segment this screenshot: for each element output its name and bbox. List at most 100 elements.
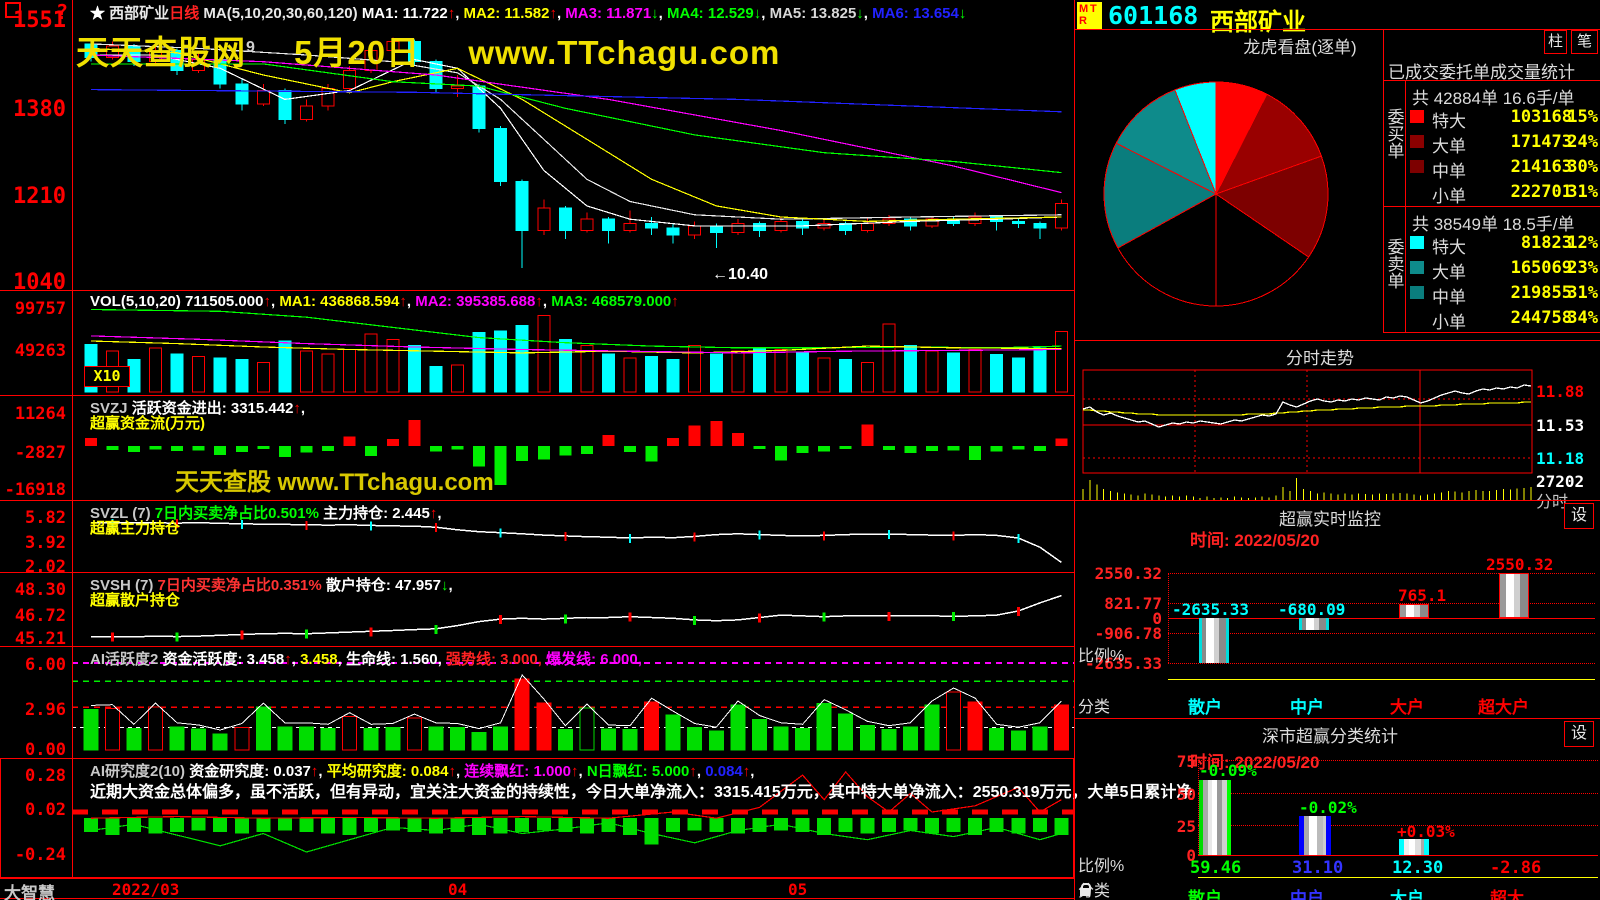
lock-icon[interactable] <box>1080 883 1091 896</box>
sell-side-label: 委卖单 <box>1384 238 1404 289</box>
header-segment: , <box>455 5 464 22</box>
header-segment: ↑ <box>284 651 292 668</box>
header-segment: 3.458 <box>300 651 338 668</box>
header-segment: , 生命线: 1.560, <box>337 651 446 668</box>
low-annotation: ←10.40 <box>712 266 769 283</box>
table-bottom-sep <box>1383 332 1600 333</box>
header-segment: ↑ <box>689 763 697 780</box>
header-segment: ↑ <box>448 763 456 780</box>
classify-title: 深市超赢分类统计 <box>1262 727 1398 746</box>
classify-grid-1 <box>1198 793 1598 794</box>
monitor-settings-button[interactable]: 设 <box>1564 503 1594 529</box>
svzj-axis-mid: -2827 <box>14 443 66 463</box>
header-segment: , <box>291 651 301 668</box>
classify-value-1: 31.10 <box>1292 858 1344 878</box>
gutter-separator <box>72 0 73 878</box>
classify-cat-zhonghu: 中户 <box>1290 889 1324 900</box>
header-segment: 0.084 <box>705 763 743 780</box>
svzj-header: SVZJ 活跃资金进出: 3315.442↑, <box>90 397 305 418</box>
header-segment: MA2: 11.582 <box>463 5 550 22</box>
fenshi-low-label: 11.18 <box>1536 449 1585 468</box>
monitor-grid-top <box>1168 573 1595 574</box>
classify-grid-top <box>1198 760 1598 761</box>
classify-cat-chaoda: 超大 <box>1490 889 1524 900</box>
svsh-axis-mid: 46.72 <box>14 606 66 626</box>
header-segment: ↑ <box>535 293 543 310</box>
sell-lg-value: 165069 <box>1510 258 1572 278</box>
monitor-ytick-1: 821.77 <box>1104 594 1162 613</box>
classify-settings-button[interactable]: 设 <box>1564 721 1594 747</box>
classify-bar-sanhu <box>1199 780 1231 855</box>
monitor-time: 时间: 2022/05/20 <box>1190 531 1320 550</box>
header-segment: , <box>696 763 706 780</box>
buy-side-label: 委买单 <box>1384 108 1404 159</box>
monitor-zero-line <box>1168 618 1595 619</box>
table-group-sep <box>1383 206 1600 207</box>
header-segment: ↑ <box>310 763 319 780</box>
vol-header: VOL(5,10,20) 711505.000↑, MA1: 436868.59… <box>90 293 679 310</box>
header-segment: , <box>270 293 280 310</box>
header-segment: MA2: 395385.688 <box>415 293 536 310</box>
monitor-bar-dahu <box>1399 604 1429 618</box>
stock-code[interactable]: 601168 <box>1108 1 1199 30</box>
header-segment: , <box>761 5 770 22</box>
buy-lg-pct: 24% <box>1567 132 1598 152</box>
ai-yanjiudu-header: AI研究度2(10) 资金研究度: 0.037↑, 平均研究度: 0.084↑,… <box>90 760 754 781</box>
date-label-april: 04 <box>448 880 468 899</box>
svzj-axis-low: -16918 <box>4 480 66 500</box>
separator-2 <box>0 395 1075 396</box>
help-icon[interactable]: ? <box>56 0 69 24</box>
header-segment: SVSH (7) <box>90 577 158 594</box>
ai-huoyuedu-chart <box>72 662 1075 751</box>
monitor-bar-sanhu <box>1199 618 1229 663</box>
right-sep-fenshi <box>1075 340 1600 341</box>
fenshi-high-label: 11.88 <box>1536 382 1585 401</box>
svzl-chart <box>90 519 1062 564</box>
ai1-axis-low: 0.00 <box>25 740 66 760</box>
monitor-cat-chaodahu: 超大户 <box>1478 698 1529 717</box>
header-segment: ↑ <box>399 293 407 310</box>
header-segment: 主力持仓: 2.445 <box>318 505 430 522</box>
header-segment: AI研究度2(10) <box>90 763 190 780</box>
main-right-border <box>1074 0 1075 900</box>
monitor-bar-chaodahu <box>1499 573 1529 618</box>
classify-cat-dahu: 大户 <box>1390 889 1424 900</box>
buy-xl-label: 特大 <box>1432 112 1466 131</box>
fenshi-tab[interactable]: 分时 <box>1536 494 1569 511</box>
monitor-bar-label-2: 765.1 <box>1398 586 1447 605</box>
classify-x-axis <box>1198 877 1598 878</box>
header-segment: 7日内买卖净占比0.351% <box>157 577 322 594</box>
buy-xl-swatch <box>1410 110 1424 123</box>
header-segment: AI活跃度2 <box>90 651 163 668</box>
header-segment: , <box>556 5 566 22</box>
classify-note-0: -0.09% <box>1199 761 1257 780</box>
header-segment: SVZL (7) <box>90 505 155 522</box>
header-segment: MA4: 12.529 <box>667 5 754 22</box>
svsh-axis-high: 48.30 <box>14 580 66 600</box>
monitor-ytick-0: 2550.32 <box>1094 564 1162 583</box>
header-segment: MA1: 11.722 <box>361 5 448 22</box>
header-segment: ↑ <box>263 293 271 310</box>
header-segment: 资金活跃度: 3.458 <box>162 651 285 668</box>
date-label-may: 05 <box>788 880 808 899</box>
header-segment: , <box>448 577 453 594</box>
brand-label: 大智慧 <box>4 884 55 900</box>
svzl-axis-low: 2.02 <box>25 557 66 577</box>
header-segment: ↑ <box>447 5 456 22</box>
header-segment: , <box>542 293 552 310</box>
svzj-chart <box>84 419 1068 486</box>
monitor-bar-zhonghu <box>1299 618 1329 630</box>
monitor-side-class: 分类 <box>1078 699 1111 716</box>
classify-ytick-1: 50 <box>1176 785 1196 804</box>
bar-mode-button[interactable]: 柱 <box>1544 30 1567 54</box>
app-logo-icon <box>5 2 21 18</box>
stock-name[interactable]: 西部矿业 <box>1210 9 1306 36</box>
pen-mode-button[interactable]: 笔 <box>1571 30 1598 54</box>
buy-md-pct: 30% <box>1567 157 1598 177</box>
classify-value-3: -2.86 <box>1490 858 1542 878</box>
classify-side-ratio: 比例% <box>1078 858 1125 875</box>
classify-value-0: 59.46 <box>1190 858 1242 878</box>
price-axis-1040: 1040 <box>13 270 66 295</box>
sell-sm-value: 244758 <box>1510 308 1572 328</box>
